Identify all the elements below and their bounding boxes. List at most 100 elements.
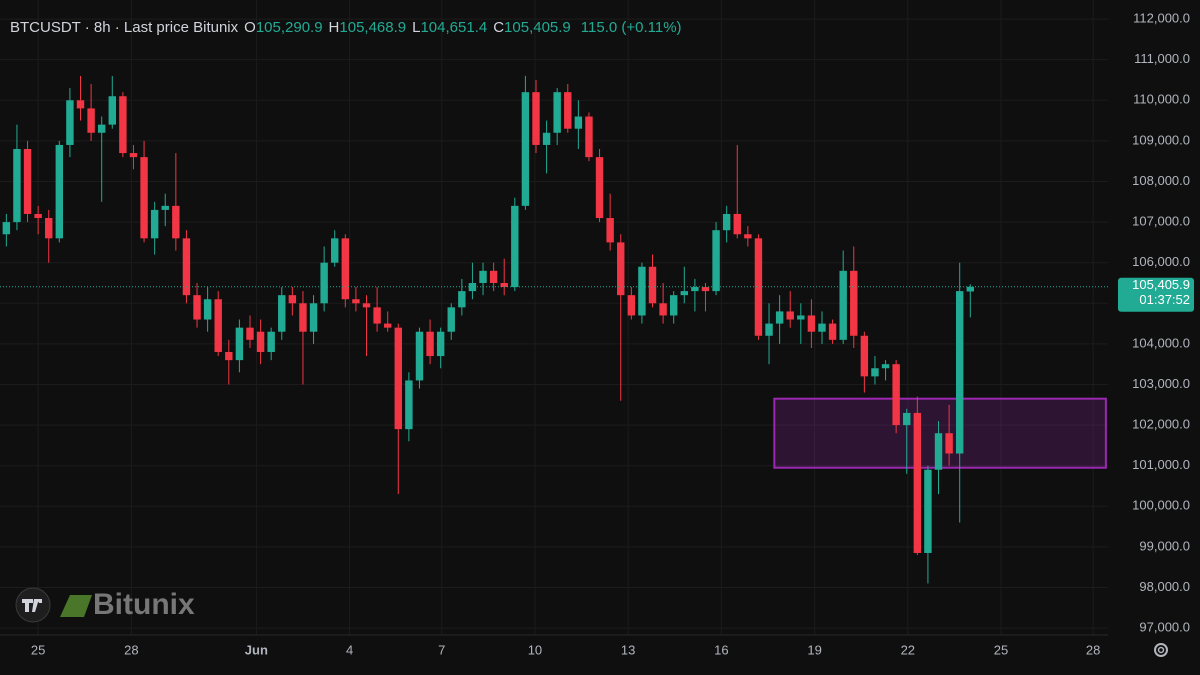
y-tick-label: 98,000.0 <box>1139 579 1190 594</box>
legend-value: 105,405.9 <box>504 19 571 36</box>
y-tick-label: 103,000.0 <box>1132 376 1190 391</box>
candle-body <box>23 149 32 214</box>
candle-body <box>669 295 678 316</box>
legend-value: 105,290.9 <box>255 19 323 36</box>
candle-body <box>606 218 614 243</box>
candle-body <box>55 144 64 239</box>
candle-body <box>786 311 794 320</box>
legend-value: 104,651.4 <box>420 19 488 36</box>
candle-body <box>415 331 424 381</box>
candle-body <box>564 92 572 129</box>
candle-body <box>394 327 402 430</box>
y-tick-label: 108,000.0 <box>1132 173 1190 188</box>
legend-key: C <box>493 19 505 36</box>
legend-value: 105,468.9 <box>339 19 407 36</box>
y-tick-label: 109,000.0 <box>1132 132 1190 147</box>
candle-body <box>331 238 339 263</box>
candle-body <box>701 287 710 292</box>
y-tick-label: 111,000.0 <box>1134 51 1190 66</box>
candle-body <box>246 327 254 340</box>
candle-body <box>648 266 657 304</box>
candle-body <box>87 108 95 133</box>
legend-change: 115.0 (+0.11%) <box>580 19 682 36</box>
candle-body <box>828 323 837 340</box>
symbol: BTCUSDT · 8h · Last price Bitunix <box>10 19 239 36</box>
candle-body <box>352 299 360 304</box>
legend: BTCUSDT · 8h · Last price Bitunix O105,29… <box>10 19 682 36</box>
price-label: 105,405.9 <box>1132 277 1190 292</box>
candle-body <box>256 331 265 353</box>
candle-body <box>479 270 487 283</box>
candle-body <box>309 303 318 332</box>
watermark: Bitunix <box>93 588 195 621</box>
y-tick-label: 101,000.0 <box>1132 457 1190 472</box>
candle-body <box>860 335 869 377</box>
candle-body <box>553 92 561 133</box>
x-tick-label: 28 <box>1086 642 1100 657</box>
candle-body <box>341 238 350 300</box>
candle-body <box>108 96 116 125</box>
candle-body <box>288 295 297 304</box>
x-tick-label: Jun <box>245 642 268 657</box>
tv-logo <box>15 587 51 623</box>
candle-body <box>500 282 508 288</box>
candle-body <box>617 242 625 296</box>
candle-body <box>405 380 413 430</box>
x-tick-label: 4 <box>346 642 353 657</box>
price-badge <box>1118 277 1194 312</box>
candle-body <box>744 234 752 239</box>
candle-body <box>299 303 307 332</box>
y-tick-label: 110,000.0 <box>1133 92 1190 107</box>
candle-body <box>2 222 11 235</box>
candle-body <box>574 116 583 129</box>
candle-body <box>447 307 455 332</box>
candle-body <box>627 295 636 316</box>
candle-body <box>489 270 498 283</box>
x-tick-label: 19 <box>807 642 821 657</box>
candle-body <box>511 205 519 288</box>
x-tick-label: 10 <box>528 642 542 657</box>
candle-body <box>585 116 593 158</box>
brand-icon <box>60 595 92 617</box>
candle-body <box>320 262 328 304</box>
candle-body <box>203 299 212 320</box>
candle-body <box>871 368 879 377</box>
candle-body <box>892 364 900 426</box>
candle-body <box>436 331 445 357</box>
candle-body <box>754 238 763 336</box>
legend-key: H <box>328 19 340 36</box>
candle-body <box>691 287 699 292</box>
candle-body <box>638 266 646 316</box>
candle-body <box>775 311 784 324</box>
countdown: 01:37:52 <box>1139 292 1190 307</box>
candle-body <box>839 270 847 340</box>
candle-body <box>521 92 530 206</box>
legend-key: L <box>412 19 421 36</box>
candle-body <box>193 295 201 320</box>
x-tick-label: 16 <box>714 642 728 657</box>
settings-icon[interactable] <box>1154 643 1168 657</box>
candle-body <box>913 412 922 553</box>
candle-body <box>468 282 477 292</box>
candle-body <box>426 331 434 357</box>
candle-body <box>129 153 138 158</box>
x-tick-label: 7 <box>438 642 445 657</box>
candle-body <box>722 213 731 231</box>
y-tick-label: 99,000.0 <box>1139 538 1190 553</box>
candle-body <box>818 323 826 332</box>
y-tick-label: 112,000.0 <box>1133 11 1190 26</box>
candle-body <box>45 218 53 239</box>
candle-body <box>850 270 858 336</box>
candle-body <box>34 213 42 219</box>
candle-body <box>150 209 159 239</box>
candle-body <box>66 100 74 145</box>
candle-body <box>119 96 127 154</box>
candle-body <box>966 286 975 292</box>
y-tick-label: 107,000.0 <box>1132 214 1190 229</box>
x-tick-label: 28 <box>124 642 138 657</box>
candle-body <box>955 291 964 454</box>
candle-body <box>13 149 21 223</box>
x-tick-label: 13 <box>621 642 635 657</box>
y-tick-label: 104,000.0 <box>1132 335 1190 350</box>
candle-body <box>76 100 85 109</box>
